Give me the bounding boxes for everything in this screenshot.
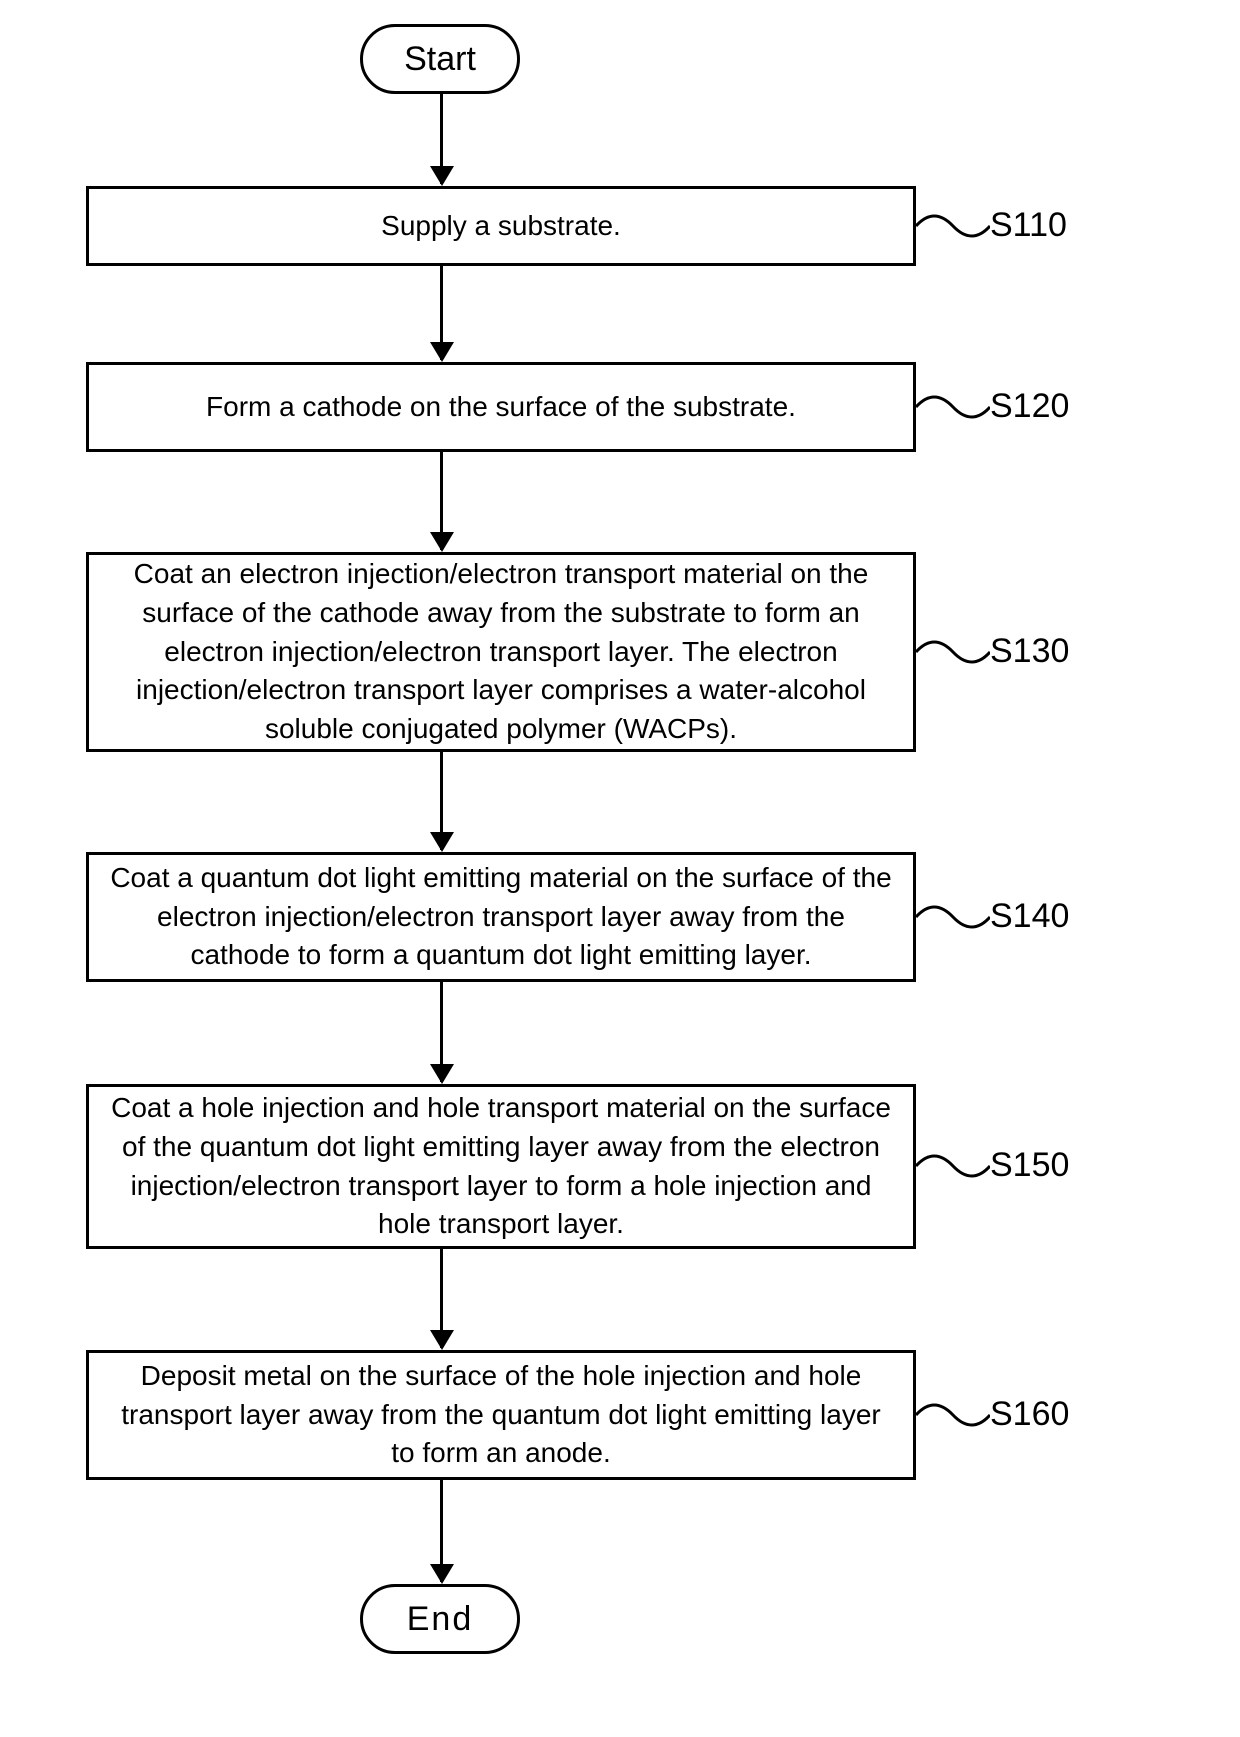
edge-start-s110 xyxy=(440,94,443,184)
process-s150: Coat a hole injection and hole transport… xyxy=(86,1084,916,1249)
label-s130: S130 xyxy=(990,632,1069,671)
connector-s150 xyxy=(916,1146,990,1186)
label-s110: S110 xyxy=(990,206,1067,245)
connector-s120 xyxy=(916,387,990,427)
edge-s110-s120 xyxy=(440,266,443,360)
start-label: Start xyxy=(404,40,476,79)
process-s160: Deposit metal on the surface of the hole… xyxy=(86,1350,916,1480)
start-node: Start xyxy=(360,24,520,94)
process-s140-text: Coat a quantum dot light emitting materi… xyxy=(107,859,895,975)
label-s140: S140 xyxy=(990,897,1069,936)
process-s130: Coat an electron injection/electron tran… xyxy=(86,552,916,752)
connector-s160 xyxy=(916,1395,990,1435)
process-s160-text: Deposit metal on the surface of the hole… xyxy=(107,1357,895,1473)
process-s120: Form a cathode on the surface of the sub… xyxy=(86,362,916,452)
label-s120: S120 xyxy=(990,387,1069,426)
process-s120-text: Form a cathode on the surface of the sub… xyxy=(206,388,796,426)
edge-s160-end xyxy=(440,1480,443,1582)
label-s160: S160 xyxy=(990,1395,1069,1434)
process-s150-text: Coat a hole injection and hole transport… xyxy=(107,1089,895,1244)
connector-s140 xyxy=(916,897,990,937)
flowchart-container: Start Supply a substrate. S110 Form a ca… xyxy=(0,0,1240,1737)
connector-s130 xyxy=(916,632,990,672)
edge-s120-s130 xyxy=(440,452,443,550)
process-s110: Supply a substrate. xyxy=(86,186,916,266)
edge-s130-s140 xyxy=(440,752,443,850)
process-s130-text: Coat an electron injection/electron tran… xyxy=(107,555,895,748)
process-s110-text: Supply a substrate. xyxy=(381,207,621,245)
label-s150: S150 xyxy=(990,1146,1069,1185)
end-node: End xyxy=(360,1584,520,1654)
process-s140: Coat a quantum dot light emitting materi… xyxy=(86,852,916,982)
end-label: End xyxy=(407,1600,474,1639)
edge-s150-s160 xyxy=(440,1249,443,1348)
connector-s110 xyxy=(916,206,990,246)
edge-s140-s150 xyxy=(440,982,443,1082)
